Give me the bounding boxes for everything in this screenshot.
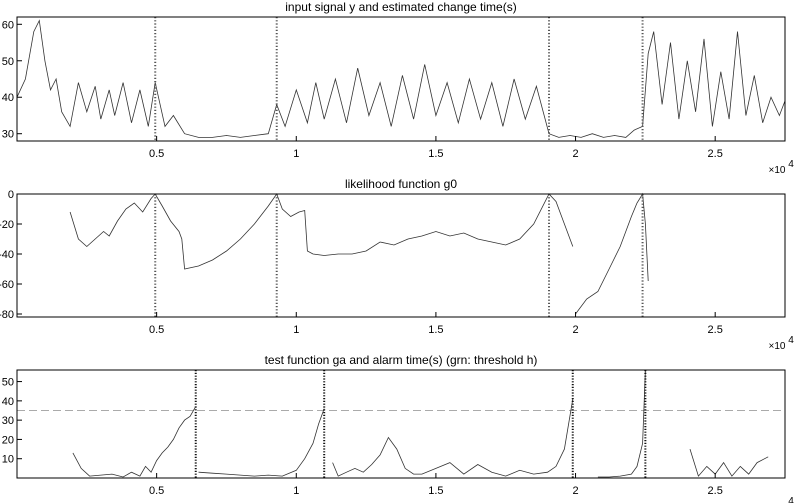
- y-tick-label: 40: [2, 396, 14, 408]
- panel-title: input signal y and estimated change time…: [285, 0, 516, 14]
- y-tick-label: 50: [2, 56, 14, 68]
- x-tick-label: 0.5: [149, 485, 164, 497]
- x-tick-label: 2: [572, 485, 578, 497]
- series-line-1: [69, 193, 574, 270]
- x-tick-label: 0.5: [149, 324, 164, 336]
- panel-bottom: test function ga and alarm time(s) (grn:…: [2, 353, 794, 503]
- y-tick-label: 50: [2, 377, 14, 389]
- y-tick-label: 30: [2, 415, 14, 427]
- x-tick-label: 1: [293, 485, 299, 497]
- x-tick-label: 1: [293, 148, 299, 160]
- series-line-3: [332, 398, 574, 477]
- x-tick-label: 1: [293, 324, 299, 336]
- x-exponent-label: ×10: [769, 165, 786, 176]
- x-tick-label: 2.5: [708, 148, 723, 160]
- panel-middle: likelihood function g0 0.5 1 1.5 2 2.5 0 -20 -40…: [0, 177, 794, 352]
- panel-top: input signal y and estimated change time…: [2, 0, 794, 176]
- series-line-2: [575, 192, 649, 315]
- axes-frame: [16, 369, 786, 479]
- y-tick-label: 20: [2, 434, 14, 446]
- x-tick-label: 1.5: [428, 485, 443, 497]
- series-line-1: [72, 406, 197, 478]
- panel-title: test function ga and alarm time(s) (grn:…: [265, 353, 538, 367]
- x-tick-label: 0.5: [149, 148, 164, 160]
- y-tick-label: -80: [0, 309, 14, 321]
- series-line-2: [198, 408, 325, 477]
- axes-frame: [16, 193, 786, 318]
- x-tick-label: 2.5: [708, 485, 723, 497]
- series-line-4: [597, 369, 646, 478]
- x-tick-label: 2: [572, 148, 578, 160]
- y-tick-label: -40: [0, 249, 14, 261]
- x-exponent-power: 4: [788, 496, 794, 503]
- x-tick-label: 1.5: [428, 148, 443, 160]
- x-tick-label: 2.5: [708, 324, 723, 336]
- y-tick-label: 60: [2, 19, 14, 31]
- x-exponent-power: 4: [788, 335, 794, 346]
- y-tick-label: 10: [2, 454, 14, 466]
- x-exponent-power: 4: [788, 159, 794, 170]
- x-exponent-label: ×10: [769, 341, 786, 352]
- y-tick-label: 0: [8, 189, 14, 201]
- y-tick-label: 40: [2, 92, 14, 104]
- axes-frame: [16, 16, 786, 142]
- series-line-5: [689, 448, 769, 477]
- y-tick-label: 30: [2, 129, 14, 141]
- panel-title: likelihood function g0: [345, 177, 457, 191]
- y-tick-label: -60: [0, 279, 14, 291]
- x-tick-label: 1.5: [428, 324, 443, 336]
- x-tick-label: 2: [572, 324, 578, 336]
- series-line-1: [16, 19, 786, 138]
- y-tick-label: -20: [0, 219, 14, 231]
